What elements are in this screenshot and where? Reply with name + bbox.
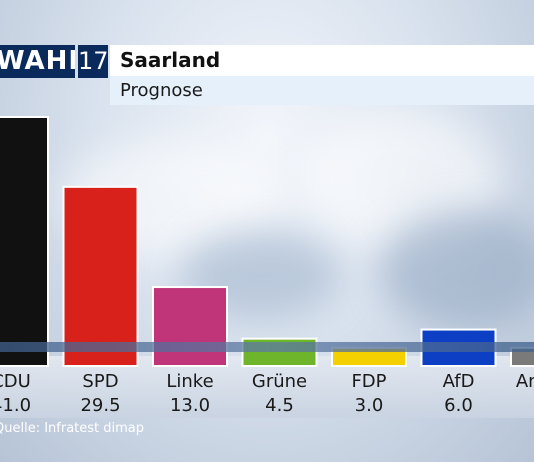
logo-year: 17 (78, 45, 109, 78)
bar-linke (152, 286, 228, 367)
bar-andere (510, 346, 534, 367)
value-label: 4.5 (265, 395, 294, 416)
bar-cdu (0, 116, 49, 367)
category-label: FDP (351, 371, 386, 392)
separator-band (0, 342, 534, 352)
category-label: Grüne (252, 371, 307, 392)
category-label: AfD (443, 371, 475, 392)
chart-subtitle: Prognose (110, 76, 534, 105)
chart-title: Saarland (110, 45, 534, 76)
value-label: 3.0 (355, 395, 384, 416)
value-label: 6.0 (444, 395, 473, 416)
background-shade (380, 210, 534, 330)
category-label: Linke (166, 371, 213, 392)
category-label: Andere (516, 371, 534, 392)
value-label: 41.0 (0, 395, 31, 416)
bar-spd (62, 185, 139, 367)
category-label: CDU (0, 371, 31, 392)
value-label: 13.0 (170, 395, 210, 416)
category-label: SPD (82, 371, 118, 392)
logo-wahl: WAHL (0, 45, 75, 78)
source-note: Quelle: Infratest dimap (0, 421, 145, 436)
value-label: 29.5 (80, 395, 120, 416)
